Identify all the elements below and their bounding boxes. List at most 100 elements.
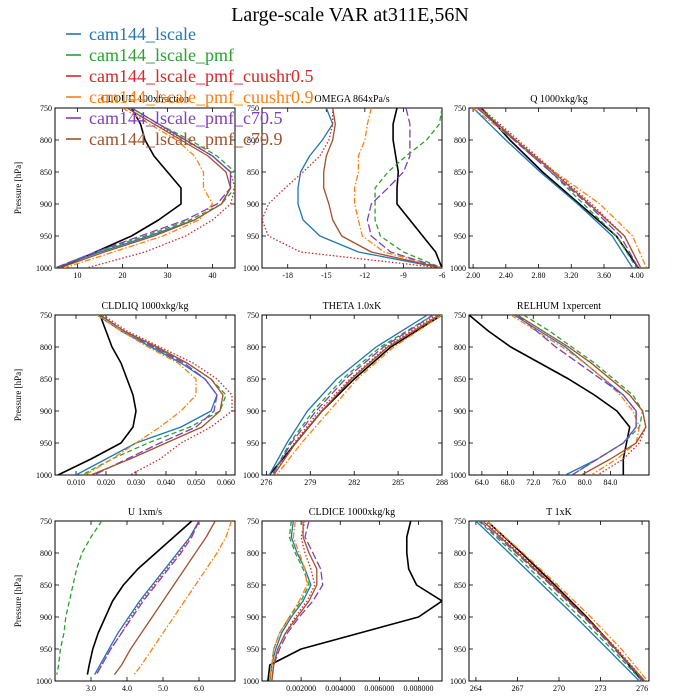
x-tick-label: 3.0 (86, 684, 96, 693)
x-tick-label: 0.008000 (404, 684, 434, 693)
series-group (472, 108, 648, 268)
x-tick-label: -12 (360, 271, 371, 280)
x-tick-label: -18 (282, 271, 293, 280)
legend-label: cam144_lscale_pmf (89, 45, 234, 65)
y-tick-label: 900 (454, 613, 466, 622)
y-tick-label: 800 (247, 549, 259, 558)
panels: CLOUD 100xfraction 750 800 850 900 950 1000 10 2… (13, 94, 650, 693)
y-axis-label: Pressure [hPa] (13, 575, 23, 627)
panel-2: OMEGA 864xPa/s 750 800 850 900 950 1000 -18 -15 -… (243, 94, 445, 280)
x-tick-label: 270 (553, 684, 565, 693)
series-line-cam144_lscale_pmf (269, 521, 310, 681)
series-line-cam144_lscale_pmf_c70.9 (479, 108, 642, 268)
y-tick-label: 950 (454, 232, 466, 241)
series-group (55, 108, 235, 268)
y-tick-label: 900 (247, 200, 259, 209)
panel-title: CLDLIQ 1000xkg/kg (102, 301, 189, 312)
panel-6: RELHUM 1xpercent 750 800 850 900 950 1000 64.0 6… (450, 301, 650, 487)
series-line-cam144_lscale_pmf_c70.9 (323, 108, 442, 268)
y-tick-label: 950 (40, 439, 52, 448)
y-tick-label: 800 (40, 343, 52, 352)
x-tick-label: 68.0 (501, 478, 515, 487)
x-tick-label: 2.00 (466, 271, 480, 280)
legend-label: cam144_lscale (89, 24, 196, 44)
y-axis-label: Pressure [hPa] (13, 369, 23, 421)
series-line-cam144_lscale_pmf_c70.5 (366, 108, 442, 268)
y-tick-label: 800 (454, 136, 466, 145)
x-tick-label: 276 (260, 478, 272, 487)
series-line-cam144_lscale_pmf_cuushr0.5 (262, 108, 442, 268)
series-line-cam144_lscale_pmf_c70.5 (271, 521, 324, 681)
legend-item: cam144_lscale_pmf (66, 45, 234, 65)
x-tick-label: 0.002000 (286, 684, 316, 693)
panel-9: T 1xK 750 800 850 900 950 1000 264 267 270 273 276 (450, 507, 650, 693)
series-line-cam144_lscale_pmf_c70.9 (482, 521, 646, 681)
series-line-cam144_lscale_pmf_cuushr0.9 (486, 521, 649, 681)
y-tick-label: 1000 (450, 677, 466, 686)
panel-title: T 1xK (546, 507, 572, 518)
y-tick-label: 1000 (243, 677, 259, 686)
series-line-cam144_lscale_pmf (476, 108, 638, 268)
y-tick-label: 800 (454, 343, 466, 352)
y-tick-label: 900 (454, 407, 466, 416)
series-line-control (59, 108, 182, 268)
x-tick-label: 0.020 (97, 478, 115, 487)
y-tick-label: 850 (247, 581, 259, 590)
y-tick-label: 750 (454, 517, 466, 526)
y-tick-label: 1000 (36, 264, 52, 273)
y-tick-label: 950 (40, 645, 52, 654)
x-tick-label: 279 (304, 478, 316, 487)
y-tick-label: 950 (247, 645, 259, 654)
x-tick-label: 264 (470, 684, 482, 693)
x-tick-label: 20 (119, 271, 127, 280)
figure-title: Large-scale VAR at311E,56N (231, 4, 469, 26)
x-tick-label: 6.0 (194, 684, 204, 693)
x-tick-label: 5.0 (158, 684, 168, 693)
x-tick-label: 3.20 (564, 271, 578, 280)
x-tick-label: 2.40 (499, 271, 513, 280)
series-line-cam144_lscale (297, 108, 442, 268)
series-line-cam144_lscale_pmf_cuushr0.9 (269, 521, 308, 681)
y-tick-label: 750 (40, 311, 52, 320)
y-tick-label: 850 (454, 581, 466, 590)
series-line-cam144_lscale_pmf_cuushr0.9 (133, 521, 233, 675)
x-tick-label: 0.004000 (325, 684, 355, 693)
series-line-cam144_lscale_pmf_c70.5 (479, 521, 644, 681)
y-tick-label: 950 (40, 232, 52, 241)
x-tick-label: 0.010 (67, 478, 85, 487)
y-tick-label: 900 (40, 200, 52, 209)
plot-frame (468, 314, 650, 476)
series-line-cam144_lscale_pmf_cuushr0.5 (102, 315, 233, 475)
y-tick-label: 1000 (243, 264, 259, 273)
y-tick-label: 850 (247, 375, 259, 384)
x-tick-label: -9 (400, 271, 407, 280)
series-line-cam144_lscale_pmf_c70.9 (516, 315, 647, 475)
series-line-cam144_lscale (513, 315, 637, 475)
y-tick-label: 900 (40, 407, 52, 416)
series-line-cam144_lscale_pmf_cuushr0.5 (86, 108, 235, 268)
y-tick-label: 1000 (450, 264, 466, 273)
y-tick-label: 1000 (243, 471, 259, 480)
x-tick-label: 288 (436, 478, 448, 487)
panel-title: THETA 1.0xK (323, 301, 382, 312)
y-tick-label: 750 (247, 517, 259, 526)
series-line-cam144_lscale_pmf_cuushr0.5 (516, 315, 647, 475)
legend-item: cam144_lscale_pmf_c70.9 (66, 129, 282, 149)
x-tick-label: 4.0 (122, 684, 132, 693)
x-tick-label: 72.0 (526, 478, 540, 487)
x-tick-label: 2.80 (532, 271, 546, 280)
y-tick-label: 800 (247, 343, 259, 352)
y-tick-label: 750 (247, 104, 259, 113)
legend-label: cam144_lscale_pmf_cuushr0.9 (89, 87, 313, 107)
series-line-cam144_lscale_pmf (56, 521, 103, 675)
series-line-cam144_lscale_pmf_c70.9 (273, 315, 440, 475)
panel-title: CLOUD 100xfraction (101, 94, 189, 105)
panel-4: CLDLIQ 1000xkg/kg 750 800 850 900 950 1000 0.01… (13, 301, 236, 487)
y-tick-label: 1000 (450, 471, 466, 480)
panel-title: Q 1000xkg/kg (530, 94, 588, 105)
x-tick-label: 80.0 (578, 478, 592, 487)
x-tick-label: 84.0 (603, 478, 617, 487)
x-tick-label: 64.0 (475, 478, 489, 487)
